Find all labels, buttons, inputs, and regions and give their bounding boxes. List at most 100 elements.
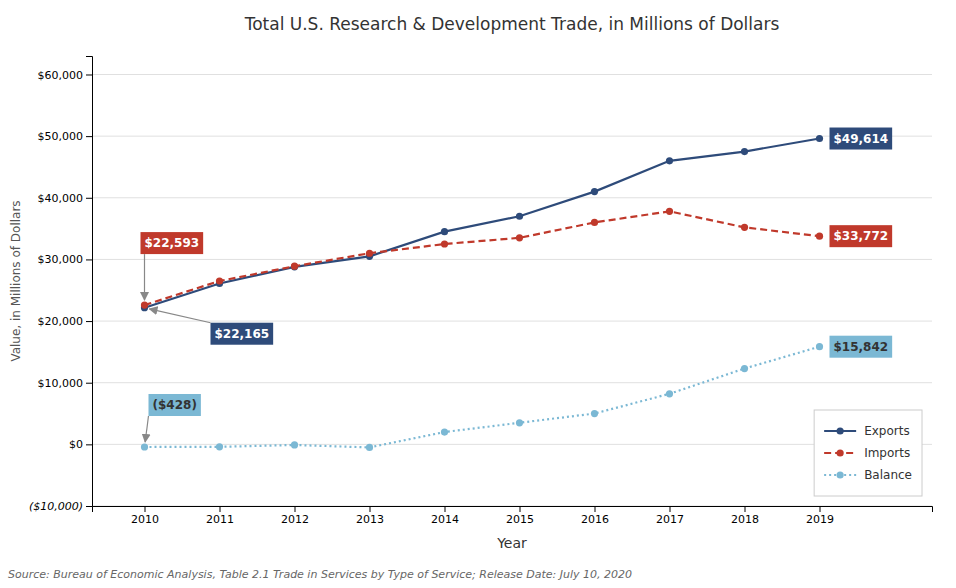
data-point (441, 428, 448, 435)
y-tick-label: $30,000 (38, 253, 84, 266)
y-tick-mark (86, 383, 92, 384)
x-tick-mark (520, 506, 521, 512)
plot-area: 2010 2011 2012 2013 2014 2015 2016 2017 2018 2019… (29, 57, 933, 526)
annotation: $22,165 (149, 309, 273, 345)
y-tick-mark (86, 444, 92, 445)
series-line (145, 211, 820, 305)
annotation-box (211, 323, 274, 345)
data-point (816, 233, 823, 240)
data-point (366, 250, 373, 257)
x-tick-label: 2018 (731, 513, 759, 526)
chart-title: Total U.S. Research & Development Trade,… (244, 14, 780, 34)
source-note: Source: Bureau of Economic Analysis, Tab… (8, 568, 632, 581)
y-tick-mark (86, 506, 92, 507)
series-line (145, 347, 820, 448)
y-tick-mark (86, 74, 92, 75)
x-tick-mark (745, 506, 746, 512)
x-tick: 2018 (731, 506, 759, 526)
data-point (591, 219, 598, 226)
x-tick: 2012 (281, 506, 309, 526)
x-tick: 2011 (206, 506, 234, 526)
x-tick-label: 2014 (431, 513, 459, 526)
data-point (516, 419, 523, 426)
x-tick-label: 2011 (206, 513, 234, 526)
x-tick: 2017 (656, 506, 684, 526)
x-tick: 2015 (506, 506, 534, 526)
y-tick: ($10,000) (29, 500, 92, 513)
data-point (216, 443, 223, 450)
data-point (516, 234, 523, 241)
legend-item: Imports (824, 446, 910, 460)
annotation-box (830, 225, 893, 247)
x-tick-label: 2010 (131, 513, 159, 526)
y-tick: $0 (69, 438, 92, 451)
data-point (516, 213, 523, 220)
data-point (591, 410, 598, 417)
y-tick-label: $20,000 (38, 315, 84, 328)
data-point (741, 224, 748, 231)
data-point (291, 263, 298, 270)
grid-line (92, 197, 932, 198)
data-point (141, 301, 148, 308)
x-tick-label: 2017 (656, 513, 684, 526)
legend-item: Balance (824, 468, 912, 482)
data-point (666, 157, 673, 164)
data-point (816, 343, 823, 350)
annotation: ($428) (145, 394, 201, 442)
y-tick-mark (86, 198, 92, 199)
y-tick-label: ($10,000) (29, 500, 83, 513)
x-tick-mark (445, 506, 446, 512)
data-point (816, 135, 823, 142)
annotations: $22,593 $22,165 ($428) $49,614 $33,772 $15,84… (141, 128, 893, 443)
x-tick-mark (670, 506, 671, 512)
y-tick-mark (86, 321, 92, 322)
data-point (741, 148, 748, 155)
data-point (291, 441, 298, 448)
y-axis: ($10,000) $0 $10,000 $20,000 $30,000 $40,000 $… (29, 57, 93, 514)
data-point (216, 277, 223, 284)
annotation-arrow (145, 416, 148, 442)
data-point (441, 228, 448, 235)
annotation-text: $22,593 (145, 236, 200, 250)
grid-line (92, 136, 932, 137)
x-tick-label: 2016 (581, 513, 609, 526)
grid-line (92, 382, 932, 383)
y-tick-label: $60,000 (38, 69, 84, 82)
x-tick: 2016 (581, 506, 609, 526)
y-tick: $10,000 (38, 377, 93, 390)
annotation-box (830, 336, 893, 358)
data-point (141, 443, 148, 450)
data-point (666, 390, 673, 397)
y-tick: $20,000 (38, 315, 93, 328)
x-tick: 2019 (806, 506, 834, 526)
y-tick-label: $10,000 (38, 377, 84, 390)
y-axis-title: Value, in Millions of Dollars (9, 200, 23, 361)
x-tick-mark (145, 506, 146, 512)
x-tick-label: 2013 (356, 513, 384, 526)
y-tick-label: $40,000 (38, 192, 84, 205)
data-point (666, 208, 673, 215)
x-tick: 2013 (356, 506, 384, 526)
x-tick-mark (595, 506, 596, 512)
annotation: $49,614 (830, 128, 893, 150)
x-tick-label: 2015 (506, 513, 534, 526)
annotation-arrow (144, 254, 145, 300)
legend-marker (837, 427, 844, 434)
legend-label: Balance (864, 468, 912, 482)
annotation-box (149, 394, 201, 416)
grid (92, 74, 932, 506)
annotation-box (141, 232, 204, 254)
annotation-text: $15,842 (834, 340, 889, 354)
x-tick-mark (295, 506, 296, 512)
y-tick-label: $50,000 (38, 130, 84, 143)
legend: ExportsImportsBalance (814, 410, 922, 496)
annotation: $33,772 (830, 225, 893, 247)
annotation: $15,842 (830, 336, 893, 358)
x-tick: 2010 (131, 506, 159, 526)
y-tick-mark (86, 136, 92, 137)
y-tick: $60,000 (38, 69, 93, 82)
annotation-arrow (149, 309, 210, 323)
legend-marker (837, 471, 844, 478)
data-point (291, 263, 298, 270)
legend-box (814, 410, 922, 496)
